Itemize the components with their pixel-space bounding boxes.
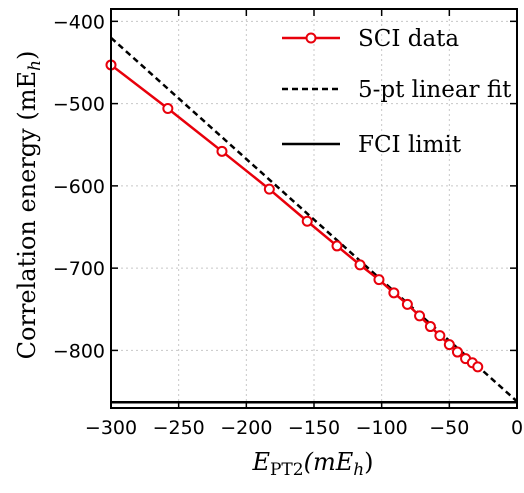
x-tick-label: −50 [429,417,469,439]
y-tick-label: −800 [53,340,105,362]
data-point-sci [401,298,413,310]
data-point-sci [216,145,228,157]
data-point-sci [443,339,455,351]
x-axis-title-sub: PT2 [270,460,304,480]
x-axis-title: EPT2(mEh) [251,448,373,480]
x-tick-label: −300 [85,417,137,439]
x-tick-label: −250 [153,417,205,439]
data-point-sci [388,287,400,299]
y-tick-label: −600 [53,176,105,198]
x-tick-label: −150 [288,417,340,439]
data-point-sci [162,103,174,115]
y-axis-title-main: Correlation energy (mE [13,71,41,359]
data-point-sci [451,346,463,358]
y-axis-title-sub: h [25,60,45,71]
data-point-sci [414,310,426,322]
x-axis-title-main: E [251,448,270,476]
data-point-sci [472,361,484,373]
legend: SCI data 5-pt linear fit FCI limit [282,26,512,158]
x-tick-label: −100 [356,417,408,439]
legend-label-linear-fit: 5-pt linear fit [358,77,512,103]
x-tick-label: −200 [220,417,272,439]
data-point-sci [354,259,366,271]
legend-marker-sci-data [305,32,317,44]
y-tick-label: −700 [53,258,105,280]
y-tick-label: −500 [53,94,105,116]
legend-label-sci-data: SCI data [358,26,459,52]
x-axis-title-units: (mE [304,448,354,476]
axis-ticks: −300 −250 −200 −150 −100 −50 0−800−700−600−500… [53,9,523,439]
y-axis-title: Correlation energy (mEh) [13,51,45,360]
x-tick-label: 0 [511,417,523,439]
data-point-sci [373,274,385,286]
legend-label-fci-limit: FCI limit [358,132,462,158]
y-axis-title-close: ) [13,51,41,60]
data-point-sci [331,240,343,252]
y-tick-label: −400 [53,11,105,33]
x-axis-title-units-sub: h [353,460,364,480]
data-point-sci [434,330,446,342]
data-point-sci [424,321,436,333]
x-axis-title-close: ) [364,448,373,476]
data-point-sci [301,215,313,227]
data-point-sci [263,183,275,195]
